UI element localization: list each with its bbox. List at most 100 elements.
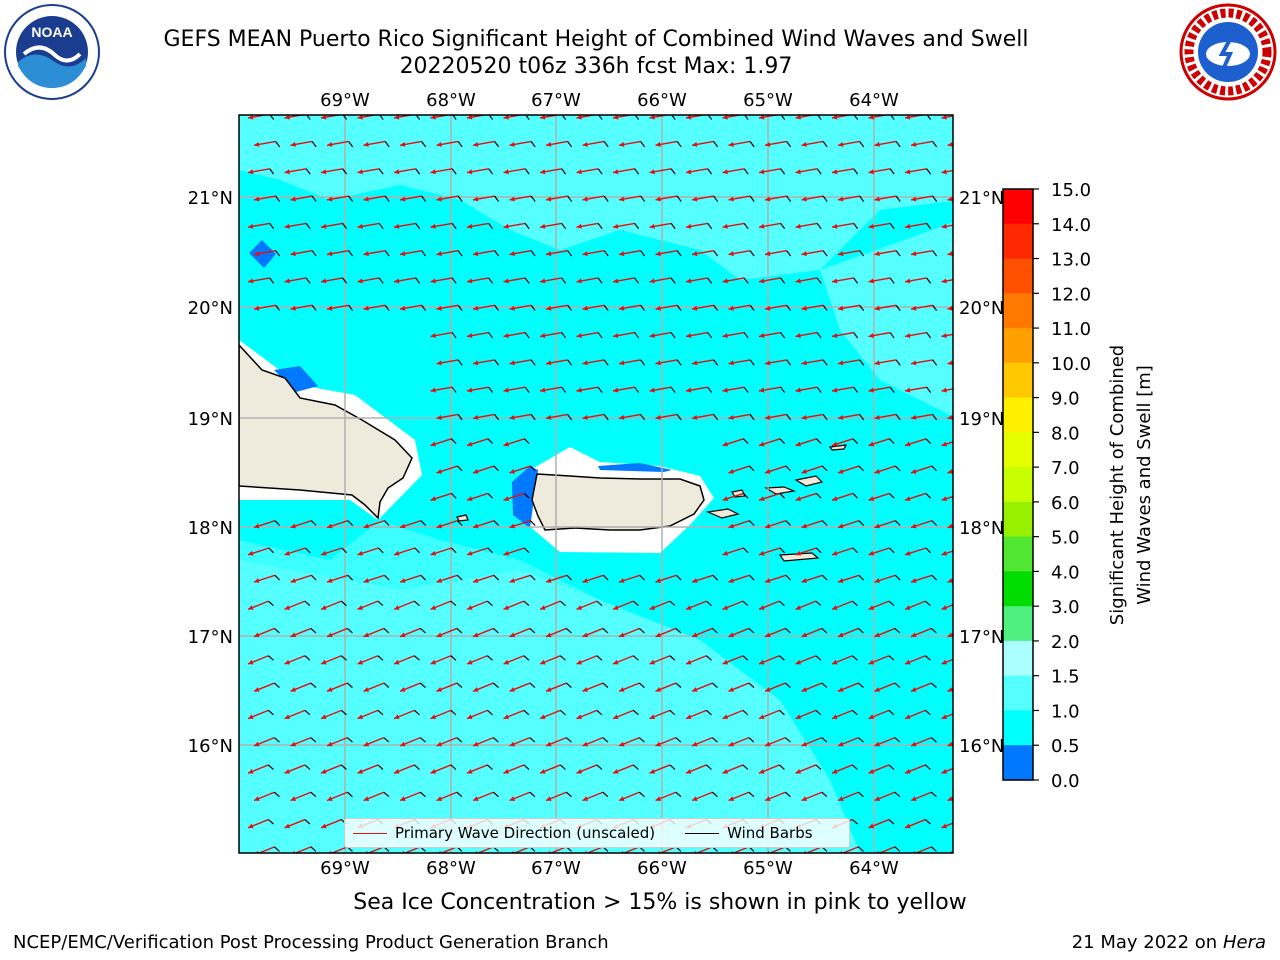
- wave-arrow: [728, 737, 755, 747]
- wave-arrow: [722, 168, 749, 175]
- lon-label-top: 68°W: [426, 90, 476, 111]
- wave-arrow: [436, 249, 463, 257]
- wave-arrow: [618, 359, 646, 366]
- wave-arrow: [247, 600, 274, 611]
- wave-arrow: [649, 764, 676, 774]
- wave-arrow: [868, 331, 895, 339]
- wave-arrow: [874, 359, 901, 366]
- wave-arrow: [284, 709, 311, 720]
- wave-arrow: [320, 600, 347, 611]
- wave-arrow: [728, 574, 755, 583]
- wave-arrow: [904, 222, 932, 230]
- wave-arrow: [874, 682, 901, 692]
- mona-island-land: [456, 514, 469, 522]
- wave-arrow: [466, 709, 493, 720]
- wave-arrow: [326, 737, 353, 747]
- wave-arrow: [618, 304, 646, 312]
- wave-arrow: [874, 249, 901, 257]
- wave-arrow: [874, 413, 901, 421]
- wave-direction-arrows: [247, 115, 953, 853]
- wave-arrow: [868, 492, 895, 502]
- wave-arrow: [503, 331, 530, 339]
- wave-arrow: [795, 168, 822, 175]
- swell-region-east: [820, 222, 953, 417]
- wave-arrow: [764, 140, 792, 148]
- wave-arrow: [539, 168, 567, 175]
- wave-arrow: [649, 655, 676, 665]
- wave-arrow: [910, 249, 938, 257]
- wave-arrow: [868, 709, 895, 720]
- wave-arrow: [430, 277, 457, 284]
- wave-arrow: [910, 413, 938, 421]
- wave-arrow: [284, 655, 311, 665]
- wave-arrow: [758, 386, 786, 393]
- wave-arrow: [795, 764, 822, 774]
- wave-arrow: [399, 791, 426, 802]
- wave-arrow: [466, 764, 493, 774]
- date-label: 21 May 2022 on: [1071, 932, 1218, 953]
- wave-arrow: [831, 168, 859, 175]
- wave-arrow: [357, 222, 384, 230]
- wave-arrow: [430, 222, 457, 230]
- wave-arrow: [722, 277, 749, 284]
- wave-arrow: [685, 709, 712, 720]
- wave-arrow: [947, 682, 953, 692]
- wave-arrow: [722, 655, 749, 665]
- lat-label-right: 18°N: [959, 518, 1004, 539]
- wave-arrow: [509, 304, 536, 312]
- lat-label-right: 20°N: [959, 298, 1004, 319]
- wave-arrow: [253, 195, 281, 202]
- wave-arrow: [576, 600, 603, 611]
- noaa-logo-text: NOAA: [31, 24, 72, 40]
- low-wave-patch-nw: [249, 240, 276, 268]
- wave-arrow: [764, 249, 792, 257]
- wave-arrow: [545, 413, 573, 421]
- wave-arrow: [874, 574, 901, 583]
- wave-arrow: [509, 195, 536, 202]
- wave-arrow: [399, 304, 427, 312]
- wave-arrow: [758, 331, 786, 339]
- wave-arrow: [618, 682, 645, 692]
- wave-arrow: [904, 168, 932, 175]
- wave-arrow: [868, 386, 895, 393]
- wave-arrow: [363, 682, 390, 692]
- colorbar-segment: [1003, 258, 1033, 294]
- colorbar-tick-label: 8.0: [1051, 423, 1080, 444]
- wave-arrow: [509, 627, 536, 638]
- wave-arrow: [941, 709, 953, 720]
- wave-arrow: [910, 465, 938, 474]
- wave-arrow: [472, 195, 500, 202]
- wave-arrow: [582, 304, 609, 312]
- wave-arrow: [503, 764, 530, 774]
- wave-arrow: [722, 547, 749, 556]
- wave-arrow: [393, 547, 421, 556]
- wave-arrow: [837, 627, 864, 638]
- wave-arrow: [399, 140, 427, 148]
- wave-arrow: [539, 655, 566, 665]
- wave-arrow: [284, 764, 311, 774]
- wave-arrow: [430, 764, 457, 774]
- wave-arrow: [868, 168, 895, 175]
- wave-arrow: [466, 168, 494, 175]
- legend-red-line: [353, 832, 387, 834]
- wave-arrow: [612, 600, 639, 611]
- wave-arrow: [582, 627, 609, 638]
- wave-arrow: [253, 140, 281, 148]
- wave-arrow: [837, 249, 865, 257]
- colorbar-tick-label: 0.0: [1051, 771, 1080, 792]
- wave-arrow: [728, 359, 755, 366]
- wave-arrow: [399, 574, 427, 583]
- wave-arrow: [612, 331, 640, 339]
- wave-arrow: [539, 386, 567, 393]
- wave-arrow: [326, 791, 353, 802]
- wave-arrow: [290, 574, 317, 583]
- wave-arrow: [837, 520, 865, 529]
- wave-arrow: [837, 737, 864, 747]
- st-croix-land: [778, 552, 820, 562]
- wave-arrow: [472, 627, 499, 638]
- wave-arrow: [509, 140, 536, 148]
- wave-arrow: [764, 737, 791, 747]
- wave-arrow: [801, 359, 828, 366]
- wave-arrow: [904, 709, 931, 720]
- wave-arrow: [764, 359, 792, 366]
